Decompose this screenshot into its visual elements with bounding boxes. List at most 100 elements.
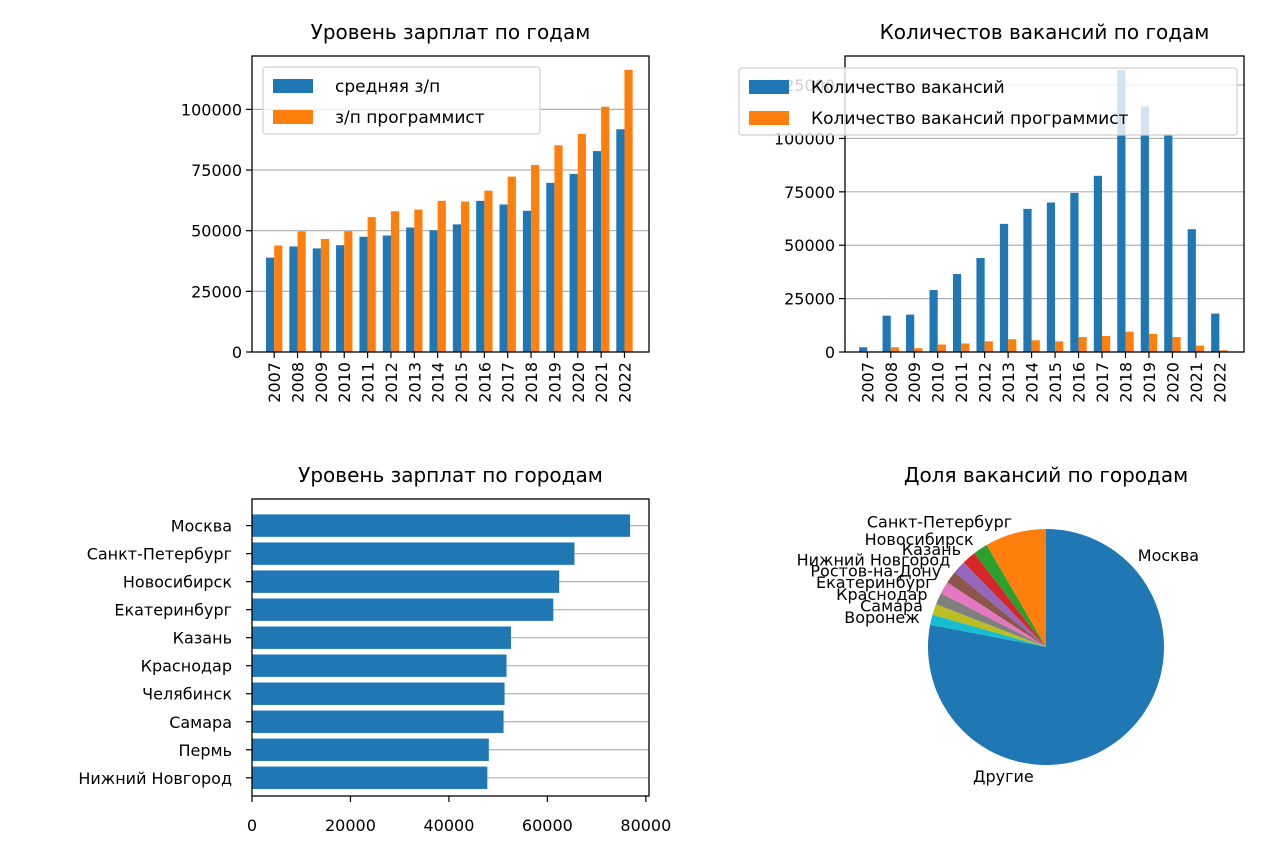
bar-series1-2018 — [1117, 70, 1126, 352]
legend-swatch-1 — [749, 80, 789, 94]
x-tick-label: 2015 — [452, 362, 471, 403]
chart-2: 0250005000075000100000125000200720082009… — [738, 20, 1245, 403]
y-tick-label: 100000 — [181, 100, 242, 119]
x-tick-label: 2019 — [545, 362, 564, 403]
legend-label-1: Количество вакансий — [811, 78, 1005, 98]
x-tick-label: 2016 — [475, 362, 494, 403]
bar-series1-2019 — [546, 182, 555, 352]
legend: средняя з/п з/п программист — [262, 66, 541, 135]
bar-series2-2017 — [507, 176, 516, 352]
y-tick-label: 50000 — [784, 236, 835, 255]
bar-Санкт-Петербург — [252, 542, 575, 565]
bar-series2-2019 — [554, 145, 563, 352]
bar-series2-2022 — [1219, 350, 1228, 352]
bar-series2-2011 — [961, 343, 970, 352]
bar-series1-2009 — [312, 248, 321, 352]
bar-series1-2018 — [522, 210, 532, 352]
bar-series2-2011 — [367, 217, 376, 352]
legend-swatch-1 — [273, 79, 313, 93]
bar-series1-2017 — [499, 204, 508, 352]
legend-label-1: средняя з/п — [335, 77, 440, 97]
bar-Пермь — [252, 738, 489, 761]
x-tick-label: 2022 — [1210, 362, 1229, 403]
bar-series2-2012 — [984, 341, 993, 352]
x-tick-label: 2013 — [999, 362, 1018, 403]
bar-Новосибирск — [252, 570, 560, 593]
y-tick-label: Новосибирск — [123, 573, 232, 592]
x-tick-label: 2009 — [905, 362, 924, 403]
bar-series2-2009 — [914, 348, 923, 352]
bar-Москва — [252, 514, 631, 537]
bar-series1-2015 — [1046, 202, 1056, 352]
bar-series1-2013 — [406, 227, 415, 352]
pie-slice-Екатеринбург — [940, 582, 1046, 647]
bar-series2-2014 — [1031, 340, 1040, 352]
x-tick-label: 80000 — [620, 816, 671, 835]
bar-series2-2020 — [577, 133, 586, 352]
x-tick-label: 2009 — [312, 362, 331, 403]
pie-label: Воронеж — [844, 608, 919, 627]
bar-Краснодар — [252, 654, 507, 677]
pie-slice-Воронеж — [930, 614, 1046, 647]
pie-slice-Ростов-на-Дону — [947, 572, 1046, 647]
bar-series1-2019 — [1140, 106, 1149, 352]
bar-series1-2021 — [1187, 229, 1196, 352]
y-tick-label: 75000 — [784, 183, 835, 202]
x-tick-label: 2019 — [1140, 362, 1159, 403]
y-tick-label: 0 — [825, 343, 835, 362]
pie-label: Нижний Новгород — [797, 550, 951, 569]
y-tick-label: 25000 — [784, 290, 835, 309]
x-tick-label: 2018 — [1116, 362, 1135, 403]
legend-frame — [262, 66, 541, 135]
bar-series1-2022 — [1211, 313, 1220, 352]
bar-series1-2008 — [289, 246, 298, 352]
x-tick-label: 2008 — [882, 362, 901, 403]
pie-slice-Краснодар — [936, 593, 1046, 647]
pie-label: Казань — [902, 540, 961, 559]
bar-series2-2018 — [531, 164, 540, 352]
bar-series2-2016 — [1078, 337, 1087, 352]
bar-series2-2018 — [1125, 331, 1134, 352]
bar-series2-2021 — [601, 106, 610, 353]
bar-series1-2007 — [859, 347, 868, 352]
x-tick-label: 2015 — [1046, 362, 1065, 403]
bar-Челябинск — [252, 682, 505, 705]
y-tick-label: Екатеринбург — [114, 601, 232, 620]
bar-series2-2020 — [1172, 337, 1181, 352]
bar-Нижний Новгород — [252, 766, 488, 789]
pie-label: Екатеринбург — [816, 573, 934, 592]
pie-slice-Нижний Новгород — [954, 562, 1046, 647]
bar-Казань — [252, 626, 511, 649]
chart-title: Доля вакансий по городам — [904, 463, 1188, 487]
chart-3: Москва Санкт-Петербург Новосибирск Екатерин… — [78, 463, 671, 835]
x-tick-label: 60000 — [522, 816, 573, 835]
bar-series1-2016 — [476, 200, 485, 352]
legend-frame — [738, 67, 1238, 136]
x-tick-label: 2020 — [1163, 362, 1182, 403]
bar-series1-2020 — [1164, 134, 1173, 352]
x-tick-label: 2008 — [289, 362, 308, 403]
x-tick-label: 2012 — [976, 362, 995, 403]
bar-series2-2017 — [1102, 335, 1111, 352]
legend-swatch-2 — [273, 110, 313, 124]
bar-series2-2016 — [484, 190, 493, 352]
x-tick-label: 2011 — [359, 362, 378, 403]
bar-series1-2021 — [592, 151, 602, 352]
plot-area — [251, 498, 650, 797]
bar-series1-2008 — [882, 315, 891, 352]
x-tick-label: 20000 — [325, 816, 376, 835]
x-tick-label: 2017 — [499, 362, 518, 403]
y-tick-label: 50000 — [191, 222, 242, 241]
bar-series2-2022 — [624, 69, 633, 353]
legend: Количество вакансий Количество вакансий п… — [738, 67, 1238, 136]
bar-Екатеринбург — [252, 598, 554, 621]
bar-series2-2019 — [1148, 333, 1158, 352]
bar-series1-2007 — [266, 257, 275, 352]
pie-label: Санкт-Петербург — [867, 513, 1012, 532]
bar-series1-2014 — [1023, 208, 1032, 352]
bar-series1-2017 — [1093, 175, 1103, 352]
bar-Самара — [252, 710, 504, 733]
x-tick-label: 2011 — [952, 362, 971, 403]
bar-series1-2011 — [952, 274, 962, 352]
